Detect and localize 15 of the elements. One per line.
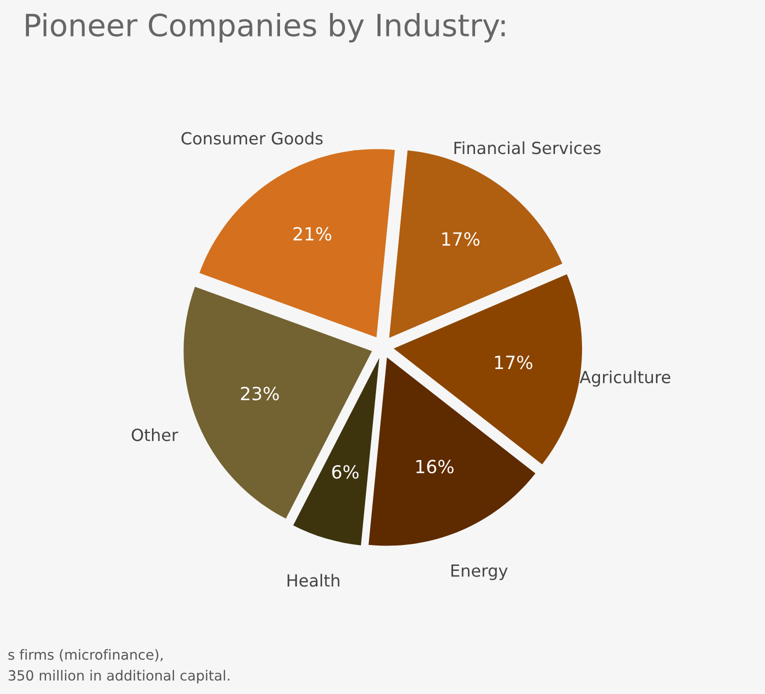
data-label: 16%	[416, 460, 454, 474]
slice-label: Financial Services	[454, 141, 601, 154]
data-label: 23%	[240, 386, 279, 400]
text: 350 million in additional capital.	[8, 670, 230, 684]
chart-title: Pioneer Companies by Industry:	[26, 12, 505, 43]
slice-label: Energy	[451, 564, 508, 580]
data-label: 17%	[442, 232, 480, 246]
slice-label: Health	[288, 574, 340, 587]
data-label: 17%	[495, 356, 532, 370]
slice-label: Agriculture	[580, 370, 670, 387]
text: s firms (microfinance),	[8, 649, 163, 662]
data-label: 21%	[293, 227, 332, 241]
data-label: 6%	[332, 465, 359, 479]
slice-label: Other	[132, 428, 178, 442]
slice-label: Consumer Goods	[182, 132, 323, 145]
